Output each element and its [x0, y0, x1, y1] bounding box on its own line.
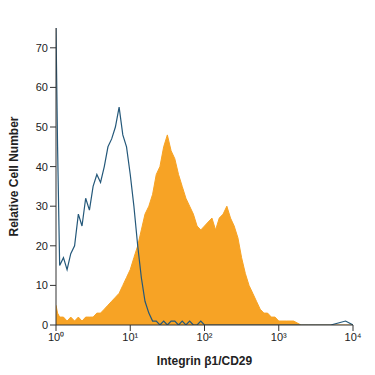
svg-text:20: 20: [36, 240, 48, 252]
svg-text:10⁰: 10⁰: [48, 331, 64, 343]
svg-text:10²: 10²: [197, 331, 213, 343]
svg-text:50: 50: [36, 121, 48, 133]
svg-text:10³: 10³: [271, 331, 287, 343]
svg-text:70: 70: [36, 42, 48, 54]
svg-text:Relative Cell Number: Relative Cell Number: [8, 116, 21, 236]
svg-text:Integrin β1/CD29: Integrin β1/CD29: [157, 354, 253, 368]
svg-text:30: 30: [36, 200, 48, 212]
svg-text:10: 10: [36, 279, 48, 291]
svg-text:60: 60: [36, 81, 48, 93]
svg-text:40: 40: [36, 161, 48, 173]
svg-text:10⁴: 10⁴: [345, 331, 362, 343]
svg-text:10¹: 10¹: [122, 331, 138, 343]
svg-text:0: 0: [42, 319, 48, 331]
